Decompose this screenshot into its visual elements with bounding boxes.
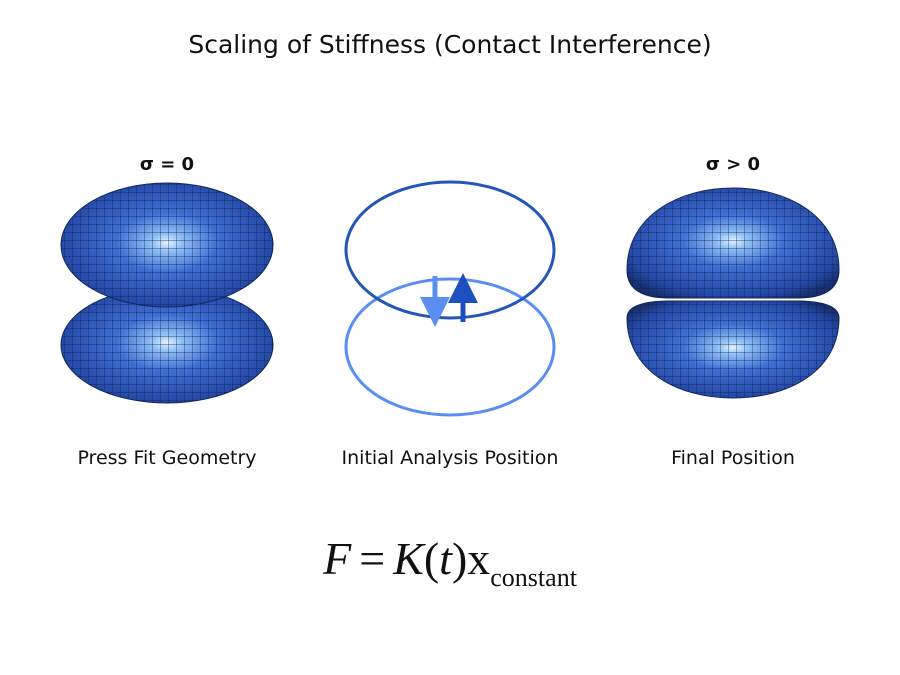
formula-part: x [467,533,491,584]
press-fit-ellipsoids [60,182,274,404]
panel-caption: Initial Analysis Position [341,447,559,469]
initial-position-outlines [344,180,556,417]
slide-title: Scaling of Stiffness (Contact Interferen… [188,30,712,59]
formula-part: F [323,533,352,584]
final-position-ellipsoids [626,187,840,399]
stress-label: σ > 0 [705,154,761,175]
formula-part: ) [451,533,468,584]
formula-part: t [439,533,452,584]
formula-part: K [393,533,424,584]
stress-label: σ = 0 [139,154,195,175]
formula-subscript: constant [490,563,577,592]
formula-part: ( [423,533,440,584]
panel-caption: Final Position [671,447,795,469]
formula-part: = [359,533,386,584]
formula: F = K(t)xconstant [0,532,900,593]
panel-caption: Press Fit Geometry [77,447,257,469]
